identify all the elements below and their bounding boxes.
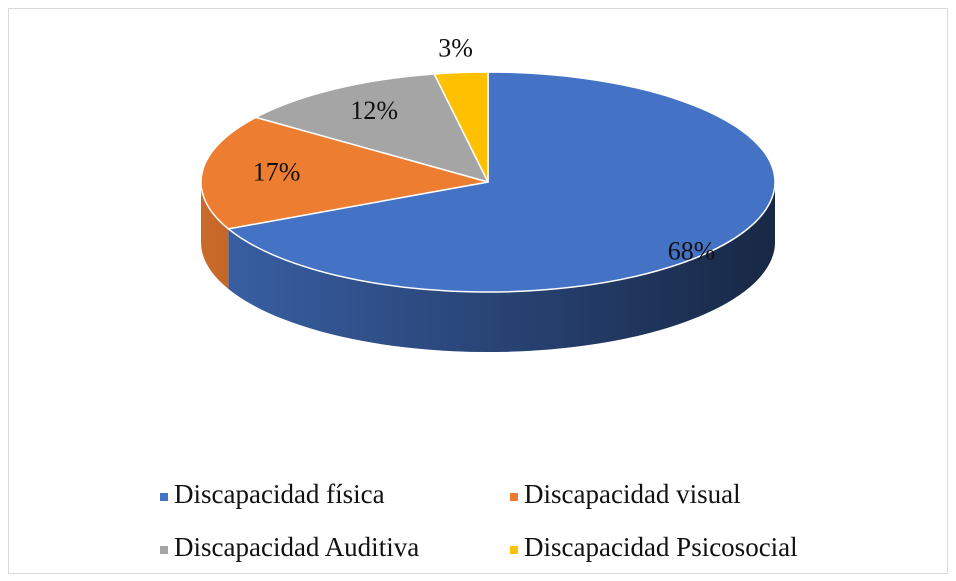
slice [227,71,776,293]
data-label: 68% [668,236,716,265]
data-label: 12% [350,96,398,125]
legend-swatch [160,493,168,501]
slice-shade [201,182,229,289]
legend-swatch [160,546,168,554]
slice [200,116,489,230]
legend-label: Discapacidad visual [524,479,741,509]
slice [255,73,489,183]
legend-label: Discapacidad Psicosocial [524,532,798,562]
legend-swatch [510,546,518,554]
data-label: 3% [438,34,473,63]
slice [433,71,489,183]
legend-label: Discapacidad Auditiva [174,532,419,562]
legend-swatch [510,493,518,501]
legend-label: Discapacidad física [174,479,385,509]
slice-shade [228,182,775,352]
data-label: 17% [253,157,301,186]
